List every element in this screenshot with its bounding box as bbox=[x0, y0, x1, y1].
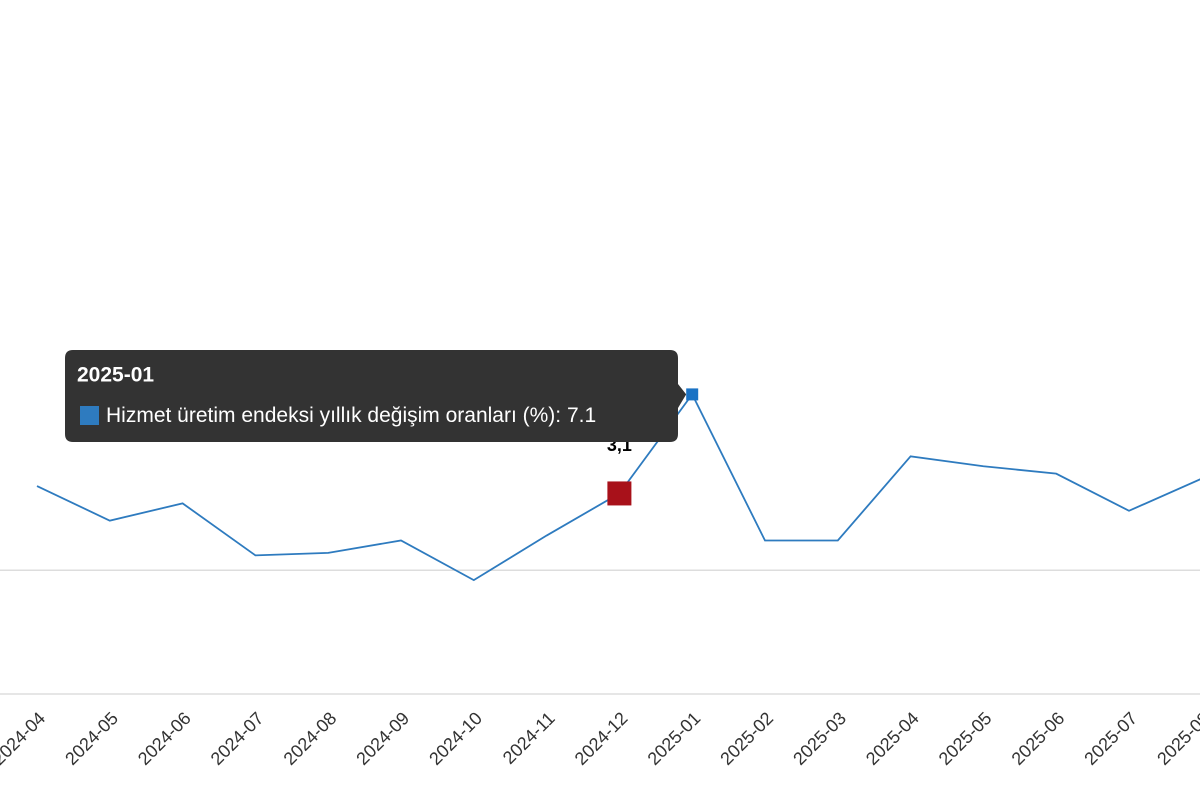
x-tick-label: 2024-05 bbox=[61, 708, 122, 769]
x-tick-label: 2024-10 bbox=[425, 708, 486, 769]
highlight-marker[interactable] bbox=[607, 481, 632, 506]
x-tick-label: 2025-04 bbox=[862, 708, 923, 769]
x-tick-label: 2024-04 bbox=[0, 708, 49, 769]
x-tick-label: 2025-08 bbox=[1153, 708, 1200, 769]
hover-marker[interactable] bbox=[686, 388, 699, 401]
x-tick-label: 2025-07 bbox=[1080, 708, 1141, 769]
x-tick-label: 2025-06 bbox=[1008, 708, 1069, 769]
tooltip-swatch bbox=[80, 406, 99, 425]
x-tick-label: 2024-12 bbox=[571, 708, 632, 769]
x-tick-label: 2024-07 bbox=[207, 708, 268, 769]
tooltip-series-name: Hizmet üretim endeksi yıllık değişim ora… bbox=[106, 404, 555, 427]
x-tick-label: 2025-03 bbox=[789, 708, 850, 769]
x-tick-label: 2025-02 bbox=[716, 708, 777, 769]
x-tick-label: 2024-06 bbox=[134, 708, 195, 769]
tooltip-title: 2025-01 bbox=[77, 364, 154, 387]
tooltip-value: 7.1 bbox=[567, 404, 596, 427]
x-tick-label: 2025-05 bbox=[935, 708, 996, 769]
x-tick-label: 2024-11 bbox=[499, 708, 559, 768]
x-tick-label: 2025-01 bbox=[644, 708, 705, 769]
tooltip-box bbox=[65, 350, 687, 442]
tooltip-separator: : bbox=[555, 404, 567, 427]
x-tick-label: 2024-08 bbox=[280, 708, 341, 769]
x-tick-label: 2024-09 bbox=[352, 708, 413, 769]
tooltip: 2025-01 Hizmet üretim endeksi yıllık deği… bbox=[65, 350, 687, 442]
tooltip-text: Hizmet üretim endeksi yıllık değişim ora… bbox=[106, 404, 596, 427]
